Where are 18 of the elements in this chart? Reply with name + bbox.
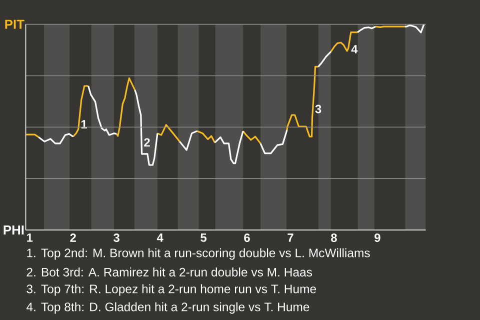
text: 2. Bot 3rd: A. Ramirez hit a 2-run double vs M. Haas [26, 268, 312, 277]
annotation: 2 [144, 138, 150, 147]
x-tick-label: 3 [114, 234, 120, 242]
annotation: 3 [315, 104, 322, 114]
text: 1. Top 2nd: M. Brown hit a run-scoring double vs L. McWilliams [27, 248, 370, 260]
x-tick-label: 6 [244, 234, 250, 242]
x-tick-label: 1 [27, 234, 33, 242]
text: PIT [5, 20, 24, 29]
x-tick-label: 5 [200, 234, 207, 242]
text: PHI [4, 226, 24, 234]
x-tick-label: 8 [331, 234, 337, 242]
x-tick-label: 4 [156, 234, 164, 242]
text: 3. Top 7th: R. Lopez hit a 2-run home run vs T. Hume [26, 284, 316, 296]
x-tick-label: 9 [374, 234, 380, 242]
x-tick-label: 7 [288, 234, 294, 242]
x-tick-label: 2 [70, 234, 76, 242]
annotation: 4 [351, 45, 358, 54]
text: 4. Top 8th: D. Gladden hit a 2-run single vs T. Hume [26, 302, 310, 314]
